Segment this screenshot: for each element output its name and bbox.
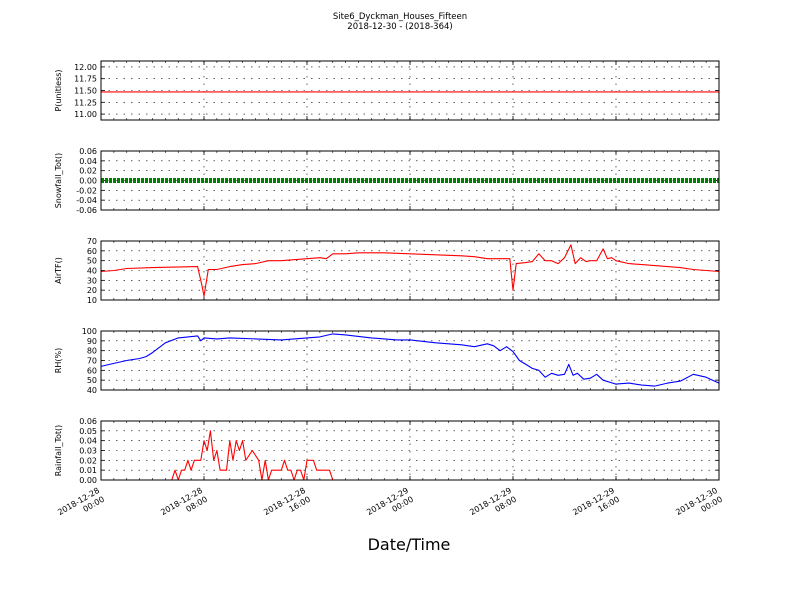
- axes-frame: [100, 420, 720, 481]
- y-tick-label: 0.06: [79, 147, 97, 156]
- series-line: [101, 430, 719, 481]
- x-tick-label: 2018-12-2816:00: [262, 486, 312, 526]
- panel-1: 12.00 11.75 11.50 11.25 11.00 P(unitless): [54, 60, 720, 121]
- axes-frame: [100, 150, 720, 211]
- y-tick-label: -0.06: [76, 206, 97, 215]
- y-tick-label: 30: [87, 276, 97, 285]
- y-tick-label: 80: [87, 347, 97, 356]
- y-axis-label: RH(%): [54, 348, 63, 373]
- y-tick-label: 90: [87, 337, 97, 346]
- y-tick-label: 0.04: [79, 157, 97, 166]
- y-tick-label: 70: [87, 357, 97, 366]
- y-tick-label: -0.04: [76, 196, 97, 205]
- y-tick-label: 50: [87, 257, 97, 266]
- y-tick-label: 0.00: [79, 476, 97, 485]
- axes-frame: [100, 240, 720, 301]
- y-tick-label: 60: [87, 366, 97, 375]
- y-tick-label: 20: [87, 286, 97, 295]
- y-tick-label: 0.04: [79, 437, 97, 446]
- y-tick-label: 11.00: [74, 110, 97, 119]
- axes-frame: [100, 330, 720, 391]
- y-tick-label: 50: [87, 376, 97, 385]
- y-tick-label: -0.02: [76, 186, 97, 195]
- y-tick-label: 10: [87, 296, 97, 305]
- y-tick-label: 11.50: [74, 87, 97, 96]
- y-axis-label: AirTF(): [54, 257, 63, 284]
- y-tick-label: 11.75: [74, 75, 97, 84]
- panels: 12.00 11.75 11.50 11.25 11.00 P(unitless) 0.06…: [54, 60, 724, 526]
- x-tick-label: 2018-12-2916:00: [571, 486, 621, 526]
- y-tick-label: 100: [82, 327, 97, 336]
- x-tick-label: 2018-12-2800:00: [56, 486, 106, 526]
- panel-5: 0.060.050.040.030.020.010.00 Rainfall_Tot…: [54, 417, 720, 485]
- series-line: [100, 333, 720, 387]
- series-line: [100, 244, 720, 297]
- x-tick-label: 2018-12-2908:00: [468, 486, 518, 526]
- y-tick-label: 11.25: [74, 98, 97, 107]
- x-tick-label: 2018-12-2900:00: [365, 486, 415, 526]
- figure-title-line2: 2018-12-30 - (2018-364): [347, 22, 452, 32]
- y-tick-label: 0.02: [79, 167, 97, 176]
- y-axis-label: Rainfall_Tot(): [54, 425, 63, 477]
- figure-title-line1: Site6_Dyckman_Houses_Fifteen: [333, 12, 467, 22]
- axes-frame: [100, 60, 720, 121]
- y-tick-label: 0.03: [79, 447, 97, 456]
- x-tick-label: 2018-12-3000:00: [674, 486, 724, 526]
- y-axis-label: P(unitless): [54, 69, 63, 111]
- y-tick-label: 0.02: [79, 456, 97, 465]
- y-tick-label: 0.00: [79, 177, 97, 186]
- y-tick-label: 60: [87, 247, 97, 256]
- y-tick-label: 12.00: [74, 63, 97, 72]
- y-tick-label: 40: [87, 386, 97, 395]
- x-tick-label: 2018-12-2808:00: [159, 486, 209, 526]
- y-axis-label: Snowfall_Tot(): [54, 153, 63, 209]
- y-tick-label: 40: [87, 267, 97, 276]
- y-tick-label: 0.05: [79, 427, 97, 436]
- y-tick-label: 0.06: [79, 417, 97, 426]
- y-tick-label: 70: [87, 237, 97, 246]
- y-tick-label: 0.01: [79, 466, 97, 475]
- panel-2: 0.060.040.020.00-0.02-0.04-0.06 Snowfall_…: [54, 147, 720, 215]
- x-axis-label: Date/Time: [368, 535, 451, 554]
